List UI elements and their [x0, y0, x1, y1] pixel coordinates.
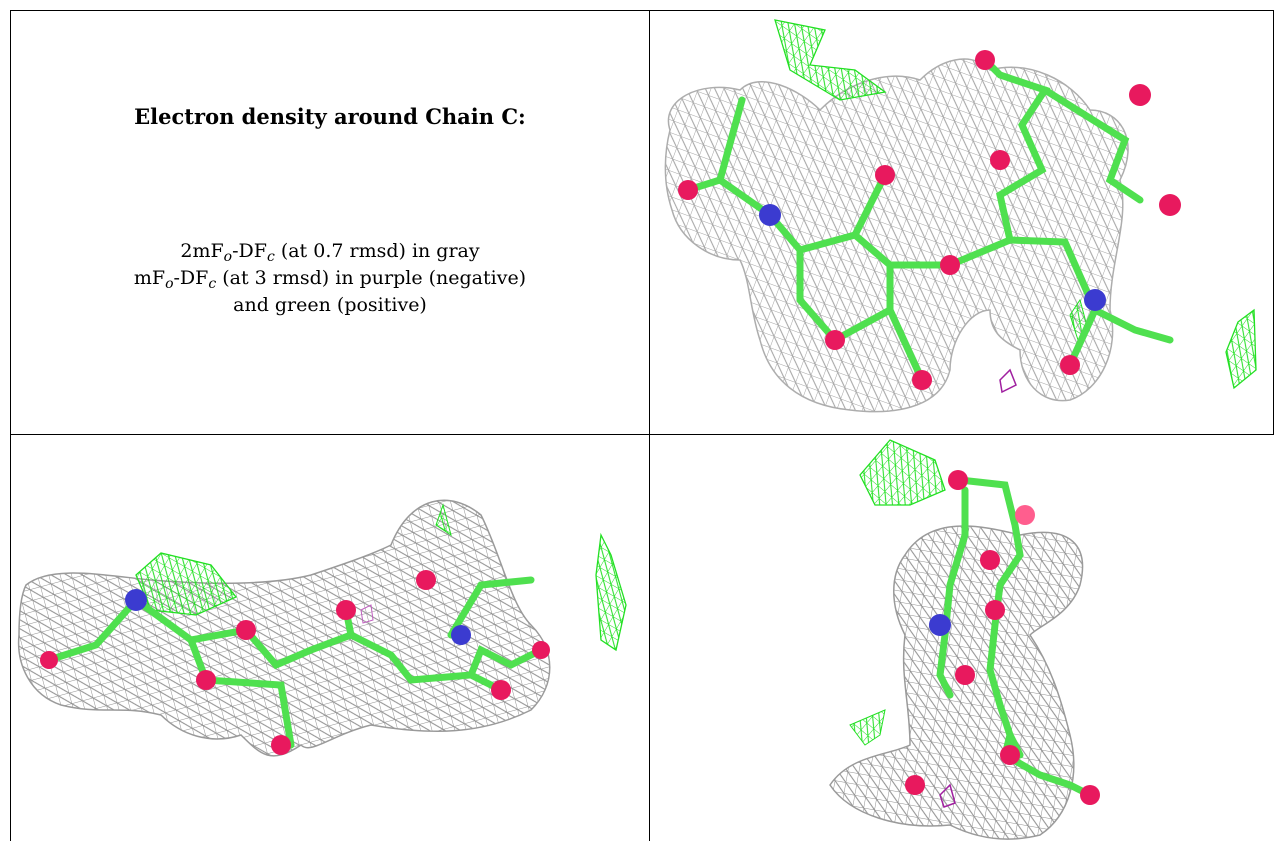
table-rule-middle: [649, 10, 650, 841]
legend-1-sub-o: o: [223, 249, 233, 265]
legend-1-post: (at 0.7 rmsd) in gray: [274, 240, 480, 262]
legend-1-sub-c: c: [266, 249, 275, 265]
density-view-bottom-right: [650, 435, 1274, 841]
legend-2-mid: -DF: [173, 267, 209, 289]
legend-2-post: (at 3 rmsd) in purple (negative): [216, 267, 527, 289]
legend-line-2fofc: 2mFo-DFc (at 0.7 rmsd) in gray: [11, 238, 649, 265]
caption-legend: 2mFo-DFc (at 0.7 rmsd) in gray mFo-DFc (…: [11, 238, 649, 319]
density-view-bottom-left: [11, 435, 649, 841]
density-view-top-right: [650, 10, 1274, 434]
legend-1-pre: 2mF: [180, 240, 224, 262]
legend-1-mid: -DF: [232, 240, 267, 262]
caption-cell: Electron density around Chain C: 2mFo-DF…: [11, 10, 649, 434]
table-rule-top: [10, 10, 1274, 11]
legend-2-sub-o: o: [165, 276, 174, 292]
density-view-top-right-image: [664, 19, 1257, 413]
caption-title: Electron density around Chain C:: [134, 104, 526, 129]
table-rule-left: [10, 10, 11, 841]
legend-2-sub-c: c: [208, 276, 217, 292]
legend-line-fofc: mFo-DFc (at 3 rmsd) in purple (negative): [11, 265, 649, 292]
density-view-bottom-left-image: [17, 499, 627, 757]
caption: Electron density around Chain C: 2mFo-DF…: [11, 10, 649, 434]
density-view-bottom-right-image: [829, 439, 1100, 840]
legend-line-colors: and green (positive): [233, 294, 427, 316]
table-rule-middle-h: [10, 434, 1274, 435]
legend-2-pre: mF: [133, 267, 166, 289]
